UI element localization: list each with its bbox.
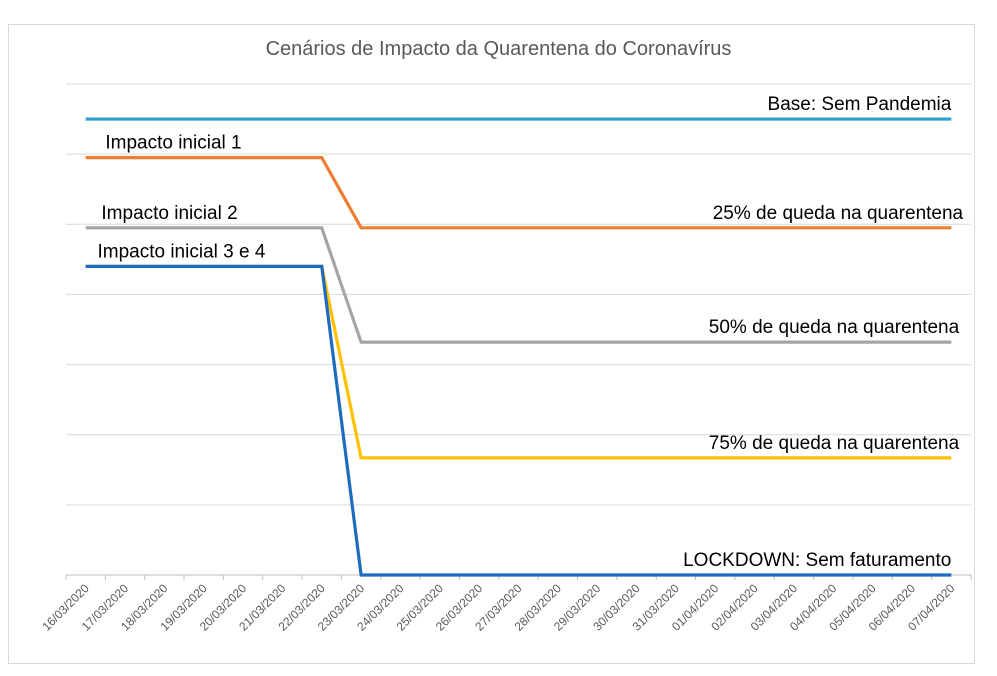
annotation-label: 50% de queda na quarentena xyxy=(709,317,960,338)
series-lines xyxy=(85,117,952,577)
series-line-4 xyxy=(85,264,952,460)
annotation-label: 75% de queda na quarentena xyxy=(709,433,960,454)
annotation-label: Impacto inicial 1 xyxy=(105,133,241,154)
gridlines xyxy=(66,83,971,506)
annotation-label: Impacto inicial 3 e 4 xyxy=(97,241,265,262)
chart-title: Cenários de Impacto da Quarentena do Cor… xyxy=(265,38,732,60)
series-line-2 xyxy=(85,156,952,230)
series-line-5 xyxy=(85,264,952,577)
annotation-label: Impacto inicial 2 xyxy=(101,203,237,224)
series-line-3 xyxy=(85,226,952,344)
x-axis: 16/03/202017/03/202018/03/202019/03/2020… xyxy=(39,574,972,634)
annotation-label: 25% de queda na quarentena xyxy=(713,203,964,224)
annotations: Base: Sem Pandemia Impacto inicial 1 Impac… xyxy=(97,94,963,571)
chart-frame xyxy=(8,24,975,664)
annotation-label: LOCKDOWN: Sem faturamento xyxy=(683,550,951,571)
annotation-label: Base: Sem Pandemia xyxy=(768,94,952,115)
